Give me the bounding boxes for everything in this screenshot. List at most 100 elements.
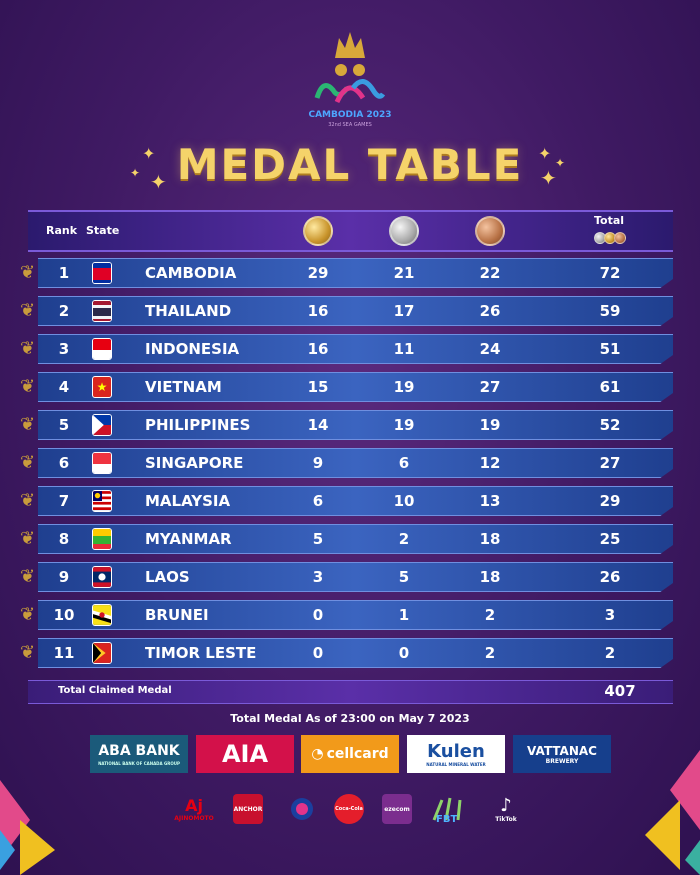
page-title: MEDAL TABLE <box>176 140 524 189</box>
total-cell: 51 <box>599 340 621 358</box>
total-cell: 25 <box>599 530 621 548</box>
gold-cell: 0 <box>312 606 324 624</box>
table-row: ❦ 7 MALAYSIA 6 10 13 29 <box>0 486 700 516</box>
games-emblem-icon <box>314 64 386 104</box>
table-header: Rank State Total <box>28 210 673 252</box>
rank-header: Rank <box>46 224 78 237</box>
silver-cell: 19 <box>393 378 415 396</box>
flag-cambodia <box>92 262 112 284</box>
country-cell: BRUNEI <box>145 606 209 624</box>
total-cell: 27 <box>599 454 621 472</box>
sponsor-fbt: FBT <box>430 792 470 826</box>
state-header: State <box>86 224 120 237</box>
rank-cell: 4 <box>58 378 70 396</box>
ornament-icon: ❦ <box>20 376 36 397</box>
rank-cell: 2 <box>58 302 70 320</box>
bronze-cell: 26 <box>479 302 501 320</box>
svg-text:FBT: FBT <box>436 814 457 824</box>
rank-cell: 5 <box>58 416 70 434</box>
corner-ornament-right <box>645 750 700 875</box>
sponsor-anchor: ANCHOR <box>228 792 268 826</box>
table-row: ❦ 9 LAOS 3 5 18 26 <box>0 562 700 592</box>
gold-cell: 5 <box>312 530 324 548</box>
vattanac-sub: BREWERY <box>545 757 579 765</box>
ornament-icon: ❦ <box>20 490 36 511</box>
gold-cell: 16 <box>307 302 329 320</box>
bronze-cell: 27 <box>479 378 501 396</box>
ornament-icon: ❦ <box>20 414 36 435</box>
bronze-cell: 19 <box>479 416 501 434</box>
flag-philippines <box>92 414 112 436</box>
ornament-icon: ❦ <box>20 300 36 321</box>
row-bar <box>38 562 673 592</box>
sponsor-vattanac: VATTANAC BREWERY <box>513 735 611 773</box>
row-bar <box>38 334 673 364</box>
fbt-icon: FBT <box>432 797 462 824</box>
country-cell: MYANMAR <box>145 530 232 548</box>
silver-medal-icon <box>389 216 419 246</box>
total-cell: 29 <box>599 492 621 510</box>
sponsor-aba-bank: ABA BANK NATIONAL BANK OF CANADA GROUP <box>90 735 188 773</box>
aba-sub: NATIONAL BANK OF CANADA GROUP <box>98 760 180 766</box>
sparkle-icon: ✦ <box>130 166 141 180</box>
total-claimed-label: Total Claimed Medal <box>58 685 172 696</box>
flag-indonesia <box>92 338 112 360</box>
sponsor-kulen: Kulen NATURAL MINERAL WATER <box>407 735 505 773</box>
gold-medal-icon <box>303 216 333 246</box>
silver-cell: 21 <box>393 264 415 282</box>
sponsor-ministry <box>284 792 320 826</box>
corner-ornament-left <box>0 780 55 875</box>
silver-cell: 6 <box>398 454 410 472</box>
ornament-icon: ❦ <box>20 642 36 663</box>
sparkle-icon: ✦ <box>555 156 566 170</box>
gold-cell: 14 <box>307 416 329 434</box>
gold-cell: 9 <box>312 454 324 472</box>
flag-laos <box>92 566 112 588</box>
sparkle-icon: ✦ <box>142 144 156 163</box>
ajinomoto-label: AJINOMOTO <box>174 815 214 822</box>
anchor-icon: ANCHOR <box>233 794 263 824</box>
bronze-cell: 24 <box>479 340 501 358</box>
as-of-note: Total Medal As of 23:00 on May 7 2023 <box>230 712 470 725</box>
games-logo: CAMBODIA 2023 32nd SEA GAMES <box>305 30 395 130</box>
flag-myanmar <box>92 528 112 550</box>
rank-cell: 7 <box>58 492 70 510</box>
total-cell: 52 <box>599 416 621 434</box>
row-bar <box>38 448 673 478</box>
sponsor-cellcard: ◔ cellcard <box>301 735 399 773</box>
table-row: ❦ 6 SINGAPORE 9 6 12 27 <box>0 448 700 478</box>
total-cell: 72 <box>599 264 621 282</box>
logo-name: CAMBODIA 2023 <box>308 110 392 120</box>
ezecom-icon: ezecom <box>382 794 412 824</box>
gold-cell: 15 <box>307 378 329 396</box>
flag-singapore <box>92 452 112 474</box>
country-cell: PHILIPPINES <box>145 416 251 434</box>
country-cell: VIETNAM <box>145 378 222 396</box>
bronze-cell: 18 <box>479 530 501 548</box>
bronze-mini-icon <box>614 232 626 244</box>
silver-cell: 19 <box>393 416 415 434</box>
vattanac-label: VATTANAC <box>527 743 597 758</box>
total-cell: 26 <box>599 568 621 586</box>
sparkle-icon: ✦ <box>540 166 557 190</box>
silver-cell: 5 <box>398 568 410 586</box>
title-row: ✦ ✦ ✦ MEDAL TABLE ✦ ✦ ✦ <box>130 140 570 194</box>
silver-cell: 0 <box>398 644 410 662</box>
sponsor-ajinomoto: Aj AJINOMOTO <box>172 792 216 826</box>
bronze-medal-icon <box>475 216 505 246</box>
crown-icon <box>335 32 365 58</box>
ornament-icon: ❦ <box>20 338 36 359</box>
flag-brunei <box>92 604 112 626</box>
bronze-cell: 2 <box>484 606 496 624</box>
table-row: ❦ 8 MYANMAR 5 2 18 25 <box>0 524 700 554</box>
cellcard-label: cellcard <box>326 746 389 762</box>
silver-cell: 1 <box>398 606 410 624</box>
row-bar <box>38 372 673 402</box>
table-row: ❦ 4 ★ VIETNAM 15 19 27 61 <box>0 372 700 402</box>
country-cell: SINGAPORE <box>145 454 244 472</box>
gold-cell: 29 <box>307 264 329 282</box>
table-row: ❦ 3 INDONESIA 16 11 24 51 <box>0 334 700 364</box>
cellcard-icon: ◔ <box>311 746 324 762</box>
bronze-cell: 22 <box>479 264 501 282</box>
rank-cell: 6 <box>58 454 70 472</box>
